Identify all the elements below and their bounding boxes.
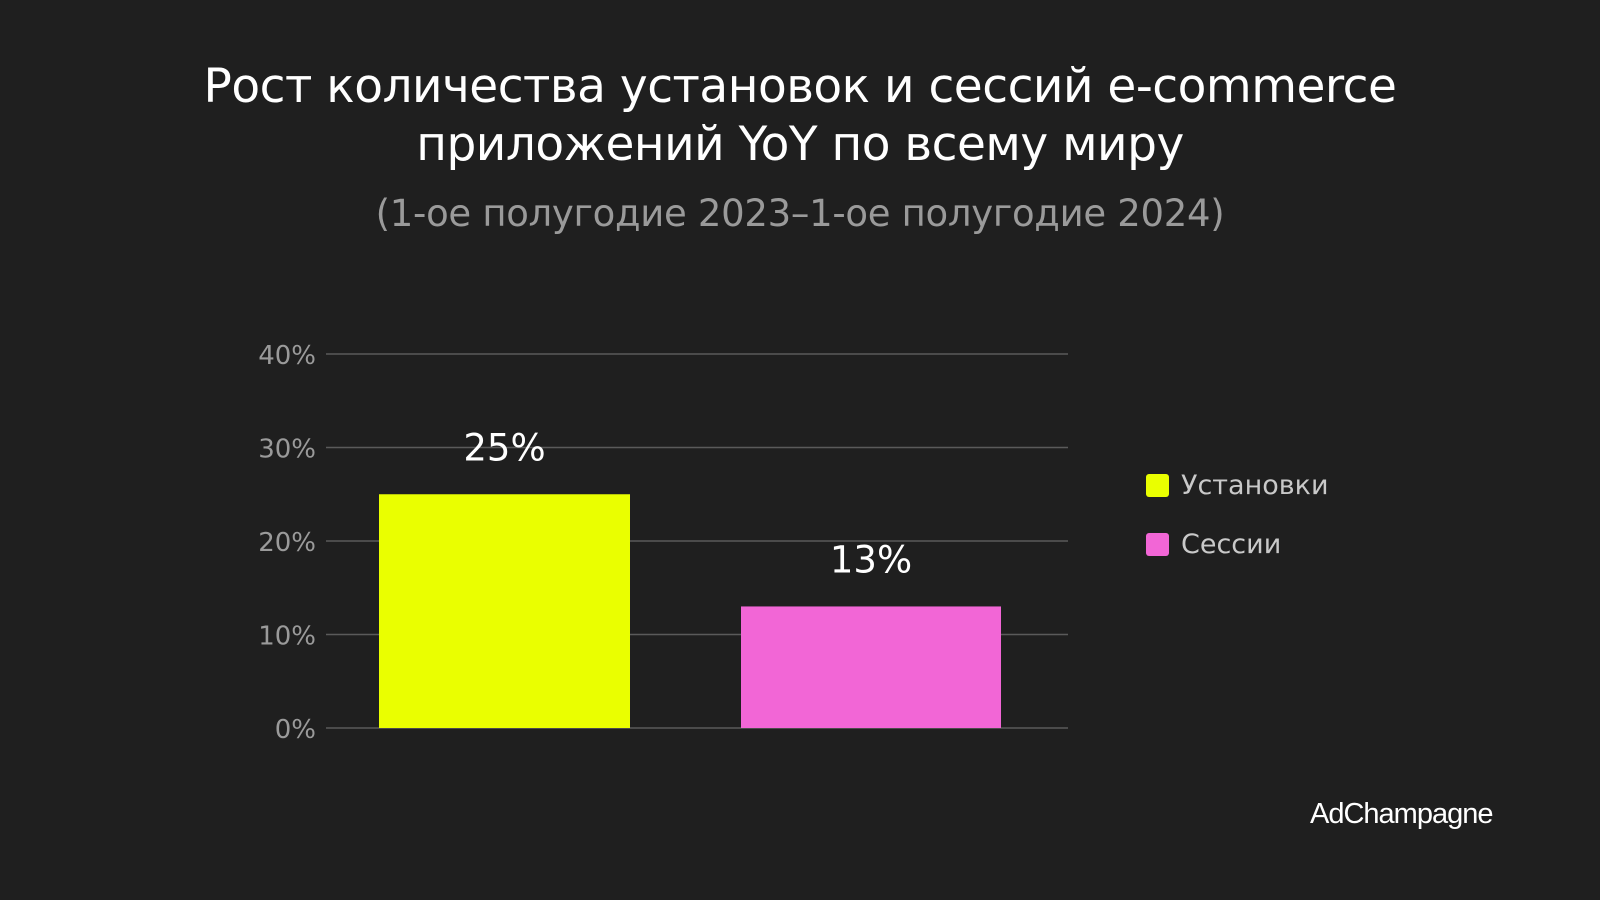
legend-label-installs: Установки	[1181, 469, 1329, 501]
data-label-sessions: 13%	[830, 538, 912, 581]
chart-subtitle: (1-ое полугодие 2023–1-ое полугодие 2024…	[375, 192, 1225, 235]
legend-swatch-installs	[1146, 473, 1169, 497]
bar-sessions	[741, 606, 1001, 728]
y-tick-label-10: 10%	[258, 622, 316, 652]
chart-title-line-2: приложений YoY по всему миру	[416, 117, 1184, 172]
chart-title: Рост количества установок и сессий e-com…	[0, 58, 1600, 174]
legend-label-sessions: Сессии	[1181, 528, 1282, 560]
y-tick-label-40: 40%	[258, 341, 316, 371]
data-label-installs: 25%	[463, 426, 545, 469]
chart-legend: Установки Сессии	[1146, 467, 1329, 585]
y-tick-label-30: 30%	[258, 435, 316, 465]
legend-swatch-sessions	[1146, 532, 1169, 556]
bar-installs	[379, 494, 630, 728]
y-tick-label-0: 0%	[275, 715, 316, 745]
chart-title-line-1: Рост количества установок и сессий e-com…	[203, 59, 1397, 114]
y-tick-label-20: 20%	[258, 528, 316, 558]
brand-logo: AdChampagne	[1310, 798, 1493, 830]
legend-item-sessions: Сессии	[1146, 526, 1329, 562]
legend-item-installs: Установки	[1146, 467, 1329, 503]
